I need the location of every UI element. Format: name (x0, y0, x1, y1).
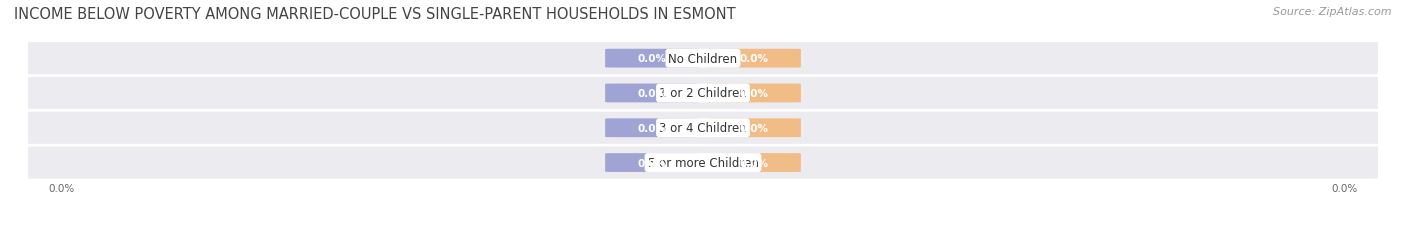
Text: 5 or more Children: 5 or more Children (648, 156, 758, 169)
Text: 0.0%: 0.0% (638, 123, 666, 133)
FancyBboxPatch shape (8, 111, 1398, 145)
FancyBboxPatch shape (605, 84, 700, 103)
FancyBboxPatch shape (8, 76, 1398, 111)
Text: Source: ZipAtlas.com: Source: ZipAtlas.com (1274, 7, 1392, 17)
Text: 0.0%: 0.0% (638, 158, 666, 168)
FancyBboxPatch shape (605, 119, 700, 138)
Text: No Children: No Children (668, 52, 738, 65)
FancyBboxPatch shape (706, 119, 801, 138)
FancyBboxPatch shape (706, 84, 801, 103)
Text: 0.0%: 0.0% (740, 123, 768, 133)
Text: 0.0%: 0.0% (638, 54, 666, 64)
Text: INCOME BELOW POVERTY AMONG MARRIED-COUPLE VS SINGLE-PARENT HOUSEHOLDS IN ESMONT: INCOME BELOW POVERTY AMONG MARRIED-COUPL… (14, 7, 735, 22)
Text: 1 or 2 Children: 1 or 2 Children (659, 87, 747, 100)
FancyBboxPatch shape (8, 146, 1398, 180)
FancyBboxPatch shape (8, 42, 1398, 76)
FancyBboxPatch shape (605, 153, 700, 172)
Text: 0.0%: 0.0% (740, 54, 768, 64)
Text: 0.0%: 0.0% (740, 88, 768, 99)
Text: 0.0%: 0.0% (638, 88, 666, 99)
FancyBboxPatch shape (706, 153, 801, 172)
Text: 0.0%: 0.0% (740, 158, 768, 168)
Text: 3 or 4 Children: 3 or 4 Children (659, 122, 747, 135)
FancyBboxPatch shape (706, 50, 801, 68)
FancyBboxPatch shape (605, 50, 700, 68)
